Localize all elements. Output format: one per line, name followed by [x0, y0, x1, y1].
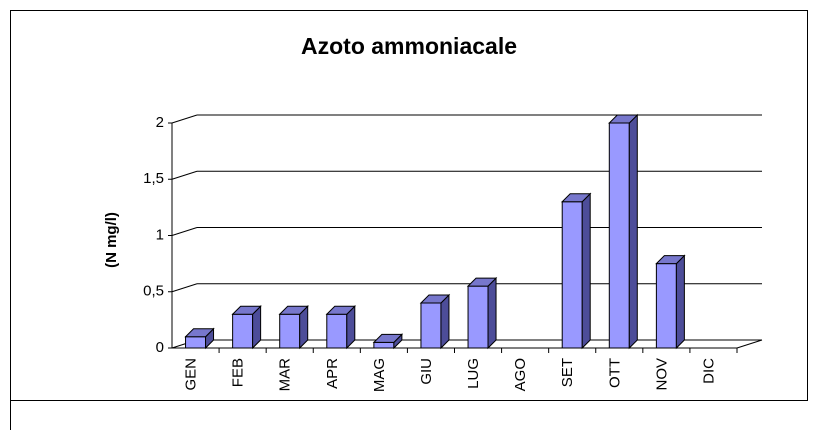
- bar-top: [278, 305, 309, 315]
- y-tick-label: 1,5: [143, 170, 164, 187]
- bar-top: [231, 305, 262, 315]
- bar-front: [232, 313, 254, 349]
- y-axis-title: (N mg/l): [103, 212, 120, 268]
- bar-front: [655, 263, 677, 349]
- bar: [372, 333, 404, 350]
- bar-top: [655, 255, 686, 265]
- bar: [184, 327, 215, 350]
- bar-top: [184, 328, 215, 338]
- bar: [466, 276, 498, 350]
- bar: [419, 293, 451, 350]
- bar-front: [279, 313, 301, 349]
- bar-top: [372, 333, 404, 343]
- x-tick-label: LUG: [465, 358, 482, 389]
- chart-border: [10, 10, 808, 401]
- chart-title: Azoto ammoniacale: [301, 33, 517, 59]
- x-tick-label: NOV: [653, 358, 670, 391]
- y-tick-label: 2: [156, 114, 164, 131]
- grid-diagonal: [171, 283, 198, 293]
- bar-front: [467, 285, 489, 349]
- bar-front: [561, 201, 583, 349]
- bar-front: [185, 336, 207, 349]
- bar-side: [440, 293, 450, 350]
- bar: [325, 305, 356, 350]
- bar-side: [581, 192, 591, 350]
- grid-diagonal: [171, 170, 198, 180]
- x-tick-label: DIC: [700, 358, 717, 384]
- x-tick-label: AGO: [512, 358, 529, 391]
- bar-top: [325, 305, 356, 315]
- bar: [608, 113, 639, 350]
- y-tick-label: 1: [156, 226, 164, 243]
- y-tick-label: 0: [156, 339, 164, 356]
- grid-diagonal: [171, 227, 198, 236]
- bar: [655, 254, 686, 350]
- bar-front: [373, 341, 395, 349]
- x-tick-label: FEB: [230, 358, 247, 387]
- bar-front: [420, 302, 442, 349]
- bar-side: [628, 113, 638, 350]
- floor-edge: [736, 339, 763, 349]
- bar-top: [561, 193, 592, 203]
- bar: [561, 192, 592, 350]
- bar-top: [419, 294, 451, 304]
- x-tick-label: GIU: [418, 358, 435, 385]
- bar-top: [608, 114, 639, 124]
- x-tick-label: MAG: [371, 358, 388, 392]
- x-tick-label: APR: [324, 358, 341, 389]
- x-tick-label: SET: [559, 358, 576, 387]
- bar: [231, 305, 262, 350]
- bar-side: [487, 276, 497, 350]
- bar: [278, 305, 309, 350]
- bar-side: [675, 254, 685, 350]
- x-tick-label: MAR: [277, 358, 294, 392]
- x-tick-label: GEN: [183, 358, 200, 391]
- y-tick-label: 0,5: [143, 283, 164, 300]
- bar-front: [608, 122, 630, 349]
- bar-top: [466, 277, 498, 287]
- bar-front: [326, 313, 348, 349]
- x-tick-label: OTT: [606, 358, 623, 388]
- grid-diagonal: [171, 114, 198, 124]
